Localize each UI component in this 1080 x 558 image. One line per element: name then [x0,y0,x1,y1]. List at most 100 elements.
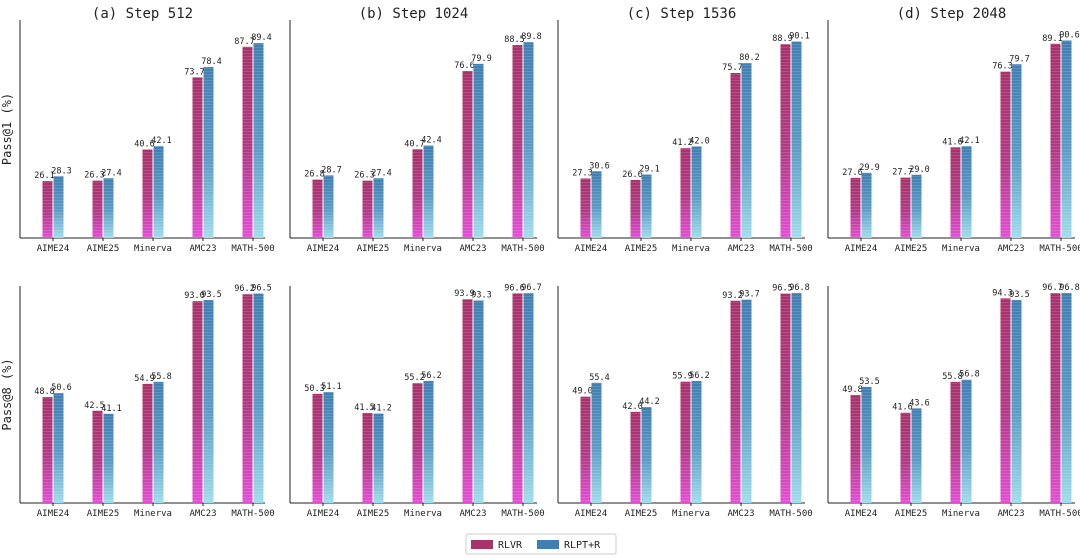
data-label: 27.4 [371,168,391,178]
bar-hatch [580,178,591,238]
data-label: 88.9 [772,34,792,44]
x-tick-label: AIME25 [895,244,928,254]
x-tick-label: Minerva [942,509,980,519]
data-label: 76.6 [454,61,474,71]
x-tick-label: MATH-500 [501,244,544,254]
data-label: 89.4 [251,33,271,43]
data-label: 55.4 [589,373,609,383]
data-label: 78.4 [201,57,221,67]
bar-hatch [850,177,861,238]
bar-hatch [242,46,253,239]
bar-hatch [473,300,484,503]
bar-hatch [103,413,114,503]
bar-hatch [641,174,652,238]
panel-title: (a) Step 512 [92,6,193,22]
data-label: 56.8 [959,370,979,380]
data-label: 89.8 [521,32,541,42]
bar-hatch [523,293,534,503]
bar-hatch [373,413,384,503]
data-label: 42.0 [622,402,642,412]
data-label: 93.5 [1009,290,1029,300]
data-label: 27.4 [101,168,121,178]
bar-hatch [462,299,473,503]
bar-hatch [1050,293,1061,503]
bar-hatch [961,146,972,238]
x-tick-label: MATH-500 [769,509,812,519]
x-tick-label: AIME25 [87,509,120,519]
x-tick-label: AIME25 [895,509,928,519]
data-label: 96.5 [772,284,792,294]
bar-hatch [641,407,652,503]
data-label: 26.8 [304,170,324,180]
panel-title: (b) Step 1024 [359,6,469,22]
x-tick-label: MATH-500 [1039,244,1080,254]
data-label: 41.5 [354,403,374,413]
data-label: 73.7 [184,67,204,77]
bar-hatch [253,293,264,503]
data-label: 40.6 [134,139,154,149]
x-tick-label: AMC23 [997,244,1024,254]
bar-hatch [1000,298,1011,503]
data-label: 96.6 [504,283,524,293]
data-label: 49.8 [842,385,862,395]
x-tick-label: AIME25 [357,509,390,519]
data-label: 96.5 [251,284,271,294]
bar-hatch [253,43,264,238]
data-label: 96.2 [234,284,254,294]
data-label: 43.6 [909,398,929,408]
x-tick-label: AMC23 [727,509,754,519]
x-tick-label: AIME24 [845,244,878,254]
bar-hatch [630,411,641,503]
data-label: 79.7 [1009,54,1029,64]
x-tick-label: AMC23 [189,509,216,519]
data-label: 93.9 [454,289,474,299]
bar-hatch [412,383,423,503]
bar-hatch [42,181,53,238]
bar-hatch [1000,71,1011,238]
bar-hatch [791,292,802,503]
bar-hatch [780,293,791,503]
bar-hatch [730,300,741,503]
data-label: 29.0 [909,165,929,175]
x-tick-label: AIME25 [625,244,658,254]
bar-hatch [203,67,214,238]
data-label: 90.1 [789,32,809,42]
bar-hatch [861,386,872,503]
bar-hatch [512,293,523,503]
legend-swatch-rlpt [537,540,559,549]
data-label: 27.3 [572,168,592,178]
bar-hatch [630,180,641,238]
bar-hatch [900,177,911,238]
legend-swatch-rlvr [471,540,493,549]
data-label: 29.1 [639,165,659,175]
data-label: 51.1 [321,382,341,392]
panel-title: (d) Step 2048 [897,6,1007,22]
bar-hatch [950,147,961,238]
bar-hatch [580,396,591,503]
bar-hatch [192,77,203,238]
x-tick-label: Minerva [942,244,980,254]
bar-hatch [153,381,164,503]
data-label: 93.2 [722,291,742,301]
bar-hatch [1061,292,1072,503]
bar-hatch [53,176,64,238]
bar-hatch [92,410,103,503]
bar-hatch [473,63,484,239]
bar-hatch [691,381,702,503]
bar-hatch [323,175,334,238]
data-label: 40.7 [404,139,424,149]
bar-hatch [911,408,922,503]
data-label: 27.7 [892,168,912,178]
bar-hatch [591,171,602,238]
data-label: 26.3 [354,171,374,181]
bar-hatch [203,300,214,503]
x-tick-label: MATH-500 [1039,509,1080,519]
bar-hatch [242,294,253,503]
bar-hatch [1011,64,1022,238]
data-label: 96.7 [521,283,541,293]
bar-hatch [192,301,203,503]
bar-hatch [680,148,691,238]
bar-hatch [423,145,434,238]
data-label: 41.1 [101,404,121,414]
data-label: 50.3 [304,384,324,394]
